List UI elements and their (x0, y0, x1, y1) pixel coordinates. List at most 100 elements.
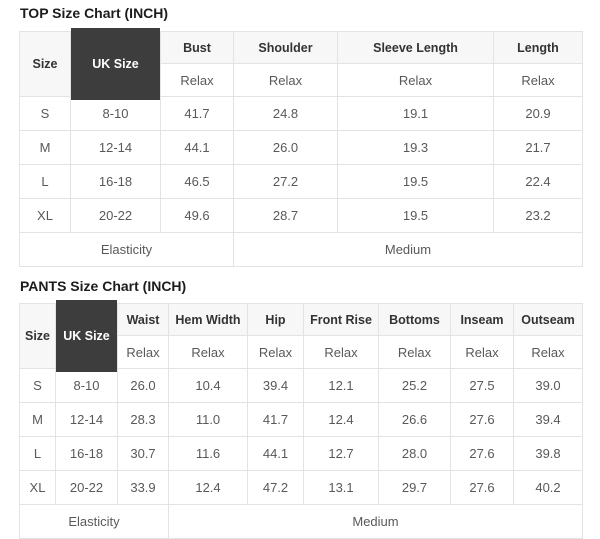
uk-size-cell: 16-18 (55, 436, 118, 471)
elasticity-row: Elasticity Medium (19, 232, 583, 267)
measurement-cell: 27.6 (450, 402, 514, 437)
measurement-cell: 41.7 (247, 402, 304, 437)
uk-size-cell: 12-14 (55, 402, 118, 437)
measurement-cell: 19.5 (337, 164, 494, 199)
pants-chart-title: PANTS Size Chart (INCH) (20, 278, 187, 294)
elasticity-value-cell: Medium (233, 232, 583, 267)
col-header-size: Size (19, 31, 71, 97)
size-cell: S (19, 368, 56, 403)
measurement-cell: 27.5 (450, 368, 514, 403)
col-header-hem-width: Hem Width (168, 303, 248, 336)
uk-size-highlight: UK Size (56, 300, 117, 372)
measurement-cell: 28.3 (117, 402, 169, 437)
fit-type-cell: Relax (160, 63, 234, 97)
top-header-row: Size UK Size Bust Shoulder Sleeve Length… (19, 28, 583, 100)
elasticity-value-cell: Medium (168, 504, 583, 539)
uk-size-cell: 12-14 (70, 130, 161, 165)
measurement-cell: 44.1 (247, 436, 304, 471)
col-header-size: Size (19, 303, 56, 369)
table-row: L 16-18 30.7 11.6 44.1 12.7 28.0 27.6 39… (19, 436, 583, 471)
measurement-cell: 10.4 (168, 368, 248, 403)
table-row: L 16-18 46.5 27.2 19.5 22.4 (19, 164, 583, 199)
fit-type-cell: Relax (233, 63, 338, 97)
measurement-cell: 12.4 (168, 470, 248, 505)
col-header-length: Length (493, 31, 583, 64)
measurement-cell: 13.1 (303, 470, 379, 505)
top-chart-title: TOP Size Chart (INCH) (20, 5, 169, 21)
measurement-cell: 25.2 (378, 368, 451, 403)
measurement-cell: 19.3 (337, 130, 494, 165)
size-cell: M (19, 402, 56, 437)
table-row: M 12-14 44.1 26.0 19.3 21.7 (19, 130, 583, 165)
col-header-bust: Bust (160, 31, 234, 64)
top-relax-row: Relax Relax Relax Relax (20, 63, 583, 97)
measurement-cell: 39.4 (513, 402, 583, 437)
col-header-uk-size: UK Size (55, 300, 118, 372)
measurement-cell: 40.2 (513, 470, 583, 505)
col-header-outseam: Outseam (513, 303, 583, 336)
measurement-cell: 47.2 (247, 470, 304, 505)
measurement-cell: 26.0 (233, 130, 338, 165)
measurement-cell: 30.7 (117, 436, 169, 471)
measurement-cell: 23.2 (493, 198, 583, 233)
measurement-cell: 24.8 (233, 96, 338, 131)
pants-size-table: Size UK Size Waist Hem Width Hip Front R… (19, 300, 583, 539)
fit-type-cell: Relax (337, 63, 494, 97)
uk-size-cell: 8-10 (55, 368, 118, 403)
measurement-cell: 46.5 (160, 164, 234, 199)
table-row: XL 20-22 33.9 12.4 47.2 13.1 29.7 27.6 4… (19, 470, 583, 505)
elasticity-row: Elasticity Medium (19, 504, 583, 539)
measurement-cell: 28.7 (233, 198, 338, 233)
top-size-table: Size UK Size Bust Shoulder Sleeve Length… (19, 28, 583, 267)
uk-size-cell: 20-22 (55, 470, 118, 505)
table-row: M 12-14 28.3 11.0 41.7 12.4 26.6 27.6 39… (19, 402, 583, 437)
measurement-cell: 20.9 (493, 96, 583, 131)
fit-type-cell: Relax (493, 63, 583, 97)
measurement-cell: 27.6 (450, 436, 514, 471)
size-cell: L (19, 436, 56, 471)
measurement-cell: 26.6 (378, 402, 451, 437)
measurement-cell: 27.2 (233, 164, 338, 199)
fit-type-cell: Relax (450, 335, 514, 369)
col-header-hip: Hip (247, 303, 304, 336)
measurement-cell: 12.4 (303, 402, 379, 437)
col-header-bottoms: Bottoms (378, 303, 451, 336)
measurement-cell: 19.1 (337, 96, 494, 131)
col-header-sleeve-length: Sleeve Length (337, 31, 494, 64)
fit-type-cell: Relax (117, 335, 169, 369)
size-cell: XL (19, 470, 56, 505)
size-cell: M (19, 130, 71, 165)
measurement-cell: 27.6 (450, 470, 514, 505)
measurement-cell: 26.0 (117, 368, 169, 403)
measurement-cell: 11.6 (168, 436, 248, 471)
measurement-cell: 28.0 (378, 436, 451, 471)
pants-header-row: Size UK Size Waist Hem Width Hip Front R… (19, 300, 583, 372)
measurement-cell: 29.7 (378, 470, 451, 505)
uk-size-cell: 8-10 (70, 96, 161, 131)
elasticity-label-cell: Elasticity (19, 232, 234, 267)
measurement-cell: 39.8 (513, 436, 583, 471)
fit-type-cell: Relax (247, 335, 304, 369)
measurement-cell: 39.0 (513, 368, 583, 403)
fit-type-cell: Relax (303, 335, 379, 369)
uk-size-cell: 20-22 (70, 198, 161, 233)
measurement-cell: 12.1 (303, 368, 379, 403)
col-header-inseam: Inseam (450, 303, 514, 336)
elasticity-label-cell: Elasticity (19, 504, 169, 539)
uk-size-highlight: UK Size (71, 28, 160, 100)
measurement-cell: 33.9 (117, 470, 169, 505)
measurement-cell: 49.6 (160, 198, 234, 233)
fit-type-cell: Relax (168, 335, 248, 369)
uk-size-label: UK Size (63, 329, 110, 343)
measurement-cell: 39.4 (247, 368, 304, 403)
size-cell: L (19, 164, 71, 199)
measurement-cell: 22.4 (493, 164, 583, 199)
fit-type-cell: Relax (513, 335, 583, 369)
col-header-waist: Waist (117, 303, 169, 336)
table-row: S 8-10 26.0 10.4 39.4 12.1 25.2 27.5 39.… (19, 368, 583, 403)
col-header-shoulder: Shoulder (233, 31, 338, 64)
uk-size-label: UK Size (92, 57, 139, 71)
uk-size-cell: 16-18 (70, 164, 161, 199)
measurement-cell: 19.5 (337, 198, 494, 233)
size-cell: XL (19, 198, 71, 233)
